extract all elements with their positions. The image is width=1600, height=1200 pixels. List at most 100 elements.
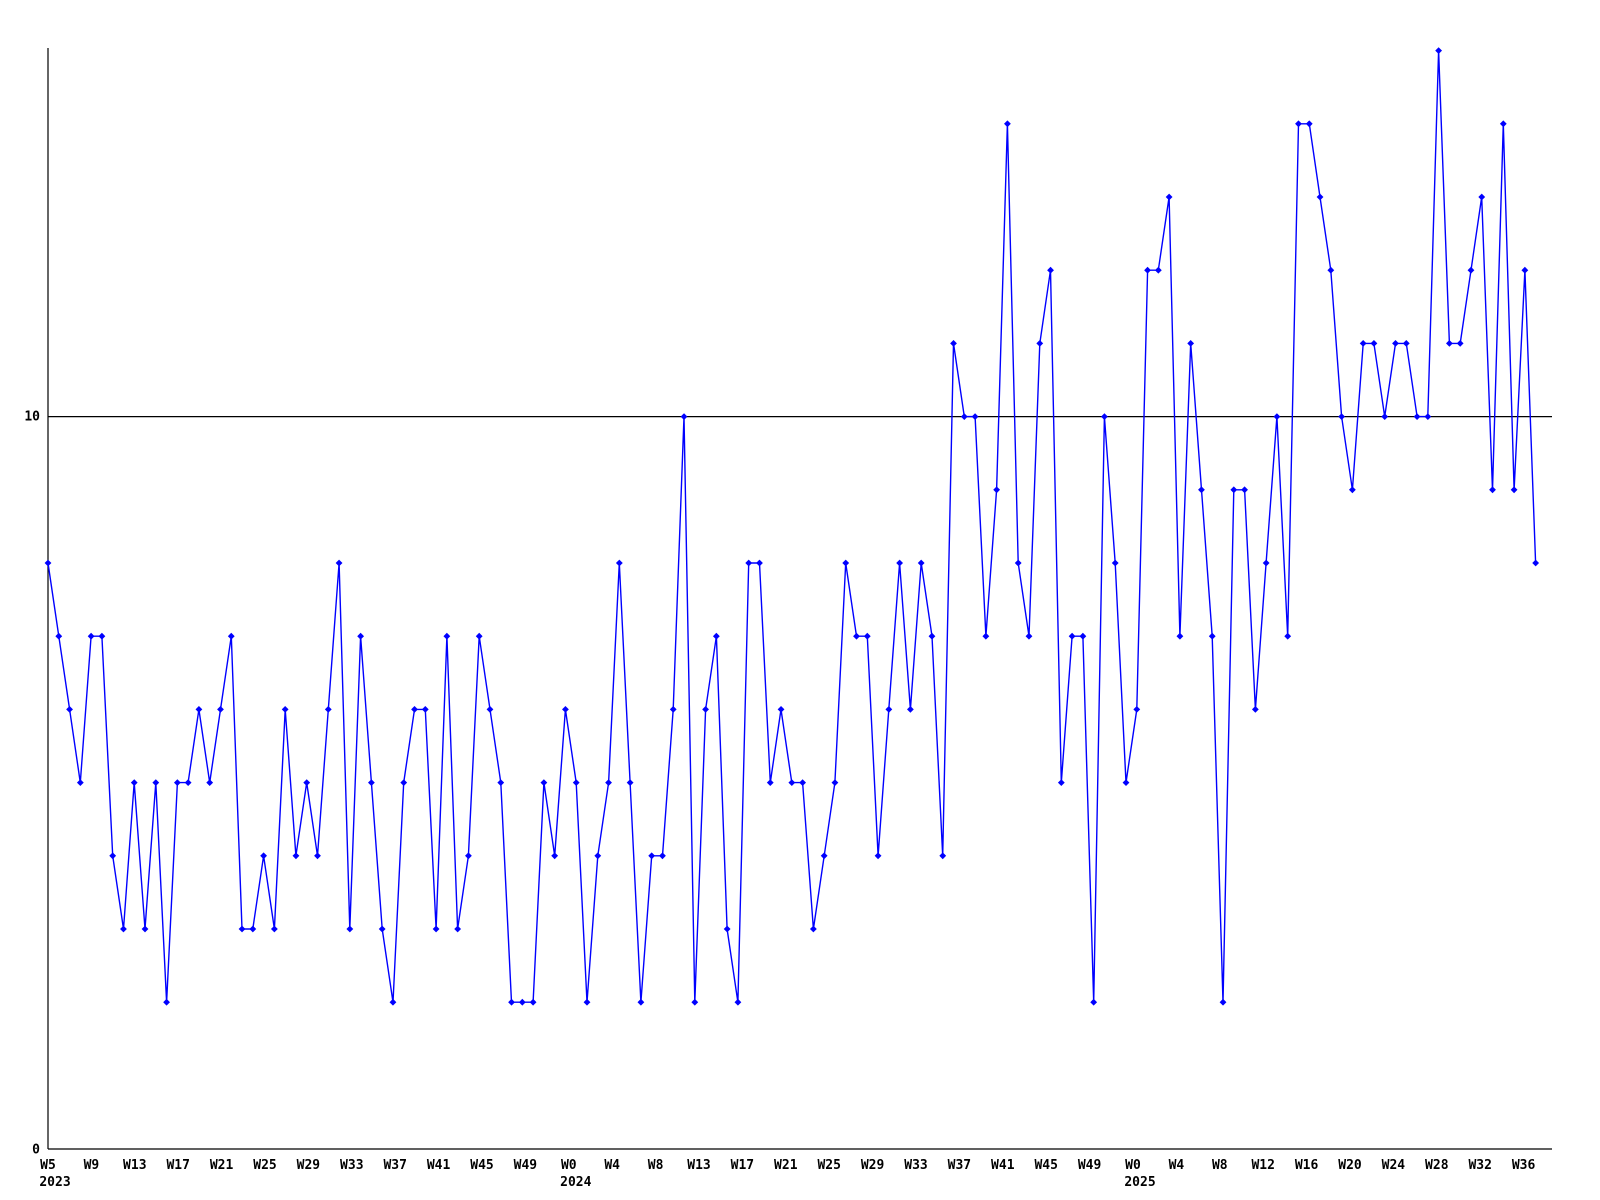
y-axis-tick-label-10: 10 (24, 409, 40, 425)
data-point-marker (206, 779, 214, 786)
data-point-marker (130, 779, 138, 786)
data-point-marker (809, 925, 817, 933)
data-point-marker (270, 925, 278, 933)
data-point-marker (917, 559, 925, 567)
data-point-marker (1154, 266, 1162, 274)
data-point-marker (842, 559, 850, 567)
data-point-marker (98, 632, 106, 640)
x-tick-label: W25 (253, 1158, 277, 1173)
data-point-marker (314, 852, 321, 860)
data-point-marker (659, 852, 666, 860)
x-tick-label: W16 (1294, 1158, 1319, 1173)
x-tick-label: W25 (817, 1158, 841, 1173)
data-point-marker (303, 779, 311, 786)
x-tick-label: W4 (604, 1158, 621, 1173)
data-point-marker (540, 779, 548, 786)
data-point-marker (702, 706, 709, 713)
data-point-marker (605, 779, 612, 786)
x-tick-label: W37 (947, 1158, 972, 1173)
y-axis-tick-label-0: 0 (32, 1142, 40, 1158)
data-point-marker (669, 706, 677, 713)
data-point-marker (346, 925, 354, 933)
x-tick-label: W9 (83, 1158, 100, 1173)
data-point-marker (1079, 632, 1087, 640)
data-point-marker (1532, 559, 1540, 567)
data-point-marker (1392, 340, 1399, 347)
data-point-marker (163, 998, 170, 1006)
x-tick-label: W4 (1168, 1158, 1185, 1173)
data-point-marker (756, 559, 763, 567)
data-point-marker (993, 486, 1001, 494)
x-tick-label: W37 (383, 1158, 407, 1173)
data-point-marker (637, 998, 645, 1006)
data-point-marker (1316, 193, 1324, 201)
data-point-marker (508, 998, 515, 1006)
data-point-marker (368, 779, 375, 786)
x-tick-label: W17 (166, 1158, 190, 1173)
data-point-marker (44, 559, 52, 567)
data-point-marker (141, 925, 149, 933)
data-point-marker (874, 852, 882, 860)
data-point-marker (292, 852, 300, 860)
data-point-marker (411, 706, 418, 713)
x-tick-label: W33 (340, 1158, 364, 1173)
data-point-marker (465, 852, 472, 860)
data-point-marker (928, 632, 936, 640)
data-point-marker (562, 706, 569, 713)
data-point-marker (1187, 340, 1195, 347)
data-point-marker (1165, 193, 1173, 201)
data-point-marker (1435, 47, 1443, 54)
x-tick-label: W49 (1077, 1158, 1102, 1173)
data-point-marker (357, 632, 365, 640)
data-point-marker (1273, 413, 1281, 420)
x-tick-label: W28 (1425, 1158, 1449, 1173)
data-point-marker (896, 559, 904, 567)
data-point-marker (950, 340, 957, 347)
data-series-line (47, 50, 1537, 1003)
data-point-marker (1004, 120, 1011, 128)
x-tick-label: W0 (560, 1158, 577, 1173)
data-point-marker (400, 779, 408, 786)
data-point-marker (745, 559, 753, 567)
data-point-marker (238, 925, 246, 933)
data-point-marker (1348, 486, 1356, 494)
x-tick-label: W0 (1125, 1158, 1141, 1173)
data-point-marker (1478, 193, 1486, 201)
data-point-marker (1446, 340, 1453, 347)
data-point-marker (788, 779, 796, 786)
data-point-marker (1025, 632, 1033, 640)
data-point-marker (615, 559, 623, 567)
x-tick-label: W41 (426, 1158, 451, 1173)
data-point-marker (1521, 266, 1529, 274)
data-point-marker (1370, 340, 1378, 347)
x-tick-label: W33 (904, 1158, 928, 1173)
data-point-marker (1133, 706, 1141, 713)
data-point-marker (1413, 413, 1421, 420)
data-point-marker (1241, 486, 1248, 494)
x-tick-label: W36 (1511, 1158, 1536, 1173)
x-axis-year-label: 2023 (39, 1175, 71, 1190)
data-point-marker (766, 779, 774, 786)
data-point-marker (982, 632, 990, 640)
data-point-marker (1090, 998, 1098, 1006)
data-point-marker (960, 413, 968, 420)
data-point-marker (55, 632, 63, 640)
data-point-marker (1068, 632, 1076, 640)
data-point-marker (184, 779, 192, 786)
x-tick-label: W29 (860, 1158, 885, 1173)
data-point-marker (1489, 486, 1496, 494)
data-point-marker (583, 998, 591, 1006)
data-point-marker (1295, 120, 1302, 128)
data-point-marker (551, 852, 559, 860)
data-point-marker (1014, 559, 1022, 567)
x-tick-label: W32 (1468, 1158, 1492, 1173)
data-point-marker (799, 779, 806, 786)
data-point-marker (1424, 413, 1432, 420)
x-tick-label: W20 (1338, 1158, 1362, 1173)
data-point-marker (475, 632, 483, 640)
data-point-marker (831, 779, 839, 786)
data-point-marker (1047, 266, 1054, 274)
data-point-marker (378, 925, 386, 933)
data-point-marker (1499, 120, 1507, 128)
data-point-marker (217, 706, 224, 713)
